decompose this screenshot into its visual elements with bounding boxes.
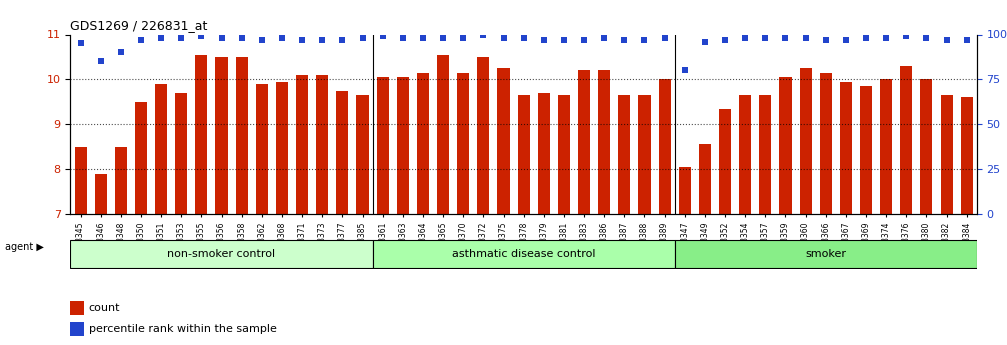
Bar [961,97,973,214]
Bar [941,95,953,214]
Bar [397,77,409,214]
Bar [719,108,731,214]
Bar [356,95,369,214]
FancyBboxPatch shape [373,239,675,268]
Bar [598,70,610,214]
Bar [699,144,711,214]
Bar [880,79,892,214]
Bar [296,75,308,214]
Text: percentile rank within the sample: percentile rank within the sample [89,324,277,334]
Bar [759,95,771,214]
Bar [820,72,832,214]
Bar [75,147,87,214]
Bar [377,77,389,214]
Bar [618,95,630,214]
Bar [336,90,348,214]
Bar [477,57,489,214]
Text: GDS1269 / 226831_at: GDS1269 / 226831_at [70,19,207,32]
Bar [276,82,288,214]
Bar [175,93,187,214]
Bar [316,75,328,214]
Bar [679,167,691,214]
Bar [518,95,530,214]
Bar [840,82,852,214]
Bar [920,79,932,214]
Bar [236,57,248,214]
Bar [215,57,228,214]
Bar [779,77,792,214]
Bar [437,55,449,214]
FancyBboxPatch shape [70,239,373,268]
Text: non-smoker control: non-smoker control [167,249,276,258]
Text: count: count [89,303,120,313]
Bar [70,322,85,336]
FancyBboxPatch shape [675,239,977,268]
Bar [900,66,912,214]
Bar [800,68,812,214]
Text: asthmatic disease control: asthmatic disease control [452,249,595,258]
Bar [417,72,429,214]
Bar [538,93,550,214]
Bar [497,68,510,214]
Bar [739,95,751,214]
Bar [457,72,469,214]
Bar [135,102,147,214]
Bar [659,79,671,214]
Bar [95,174,107,214]
Bar [155,84,167,214]
Bar [115,147,127,214]
Bar [638,95,651,214]
Bar [558,95,570,214]
Bar [256,84,268,214]
Text: smoker: smoker [806,249,846,258]
Bar [860,86,872,214]
Text: agent ▶: agent ▶ [5,242,44,252]
Bar [195,55,207,214]
Bar [578,70,590,214]
Bar [70,301,85,315]
